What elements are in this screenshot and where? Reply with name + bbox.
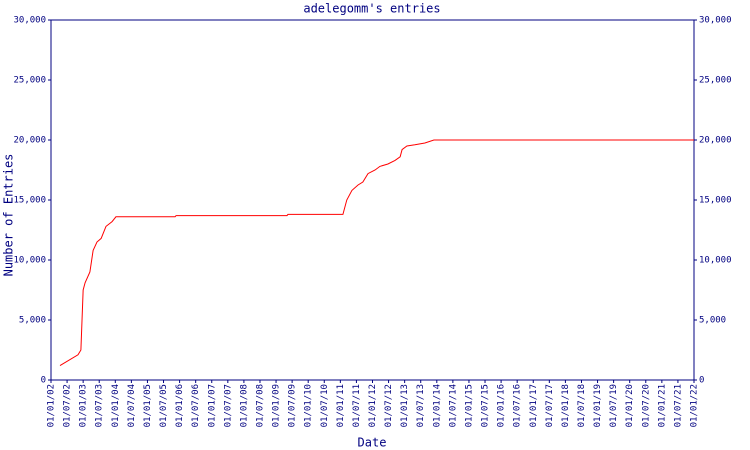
x-tick-label: 01/07/12 bbox=[384, 384, 394, 427]
x-tick-label: 01/01/14 bbox=[432, 384, 442, 427]
data-line bbox=[59, 139, 694, 367]
x-tick-label: 01/01/08 bbox=[239, 384, 249, 427]
y2-tick-label: 30,000 bbox=[699, 16, 732, 26]
x-tick-label: 01/07/17 bbox=[545, 384, 555, 427]
y-tick-label: 20,000 bbox=[13, 136, 46, 146]
y2-tick-label: 15,000 bbox=[699, 196, 732, 206]
x-tick-label: 01/07/03 bbox=[95, 384, 105, 427]
x-tick-label: 01/07/05 bbox=[159, 384, 169, 427]
y2-tick-label: 20,000 bbox=[699, 136, 732, 146]
x-tick-label: 01/01/04 bbox=[111, 384, 121, 427]
x-tick-label: 01/01/17 bbox=[529, 384, 539, 427]
y-tick-label: 15,000 bbox=[13, 196, 46, 206]
x-tick-label: 01/01/20 bbox=[625, 384, 635, 427]
x-tick-label: 01/07/09 bbox=[288, 384, 298, 427]
x-tick-label: 01/07/06 bbox=[191, 384, 201, 427]
x-tick-label: 01/01/22 bbox=[690, 384, 700, 427]
x-tick-label: 01/07/04 bbox=[127, 384, 137, 427]
x-tick-label: 01/01/19 bbox=[593, 384, 603, 427]
y2-tick-label: 5,000 bbox=[699, 316, 726, 326]
x-tick-label: 01/01/12 bbox=[368, 384, 378, 427]
x-tick-label: 01/01/15 bbox=[464, 384, 474, 427]
y2-tick-label: 25,000 bbox=[699, 76, 732, 86]
x-tick-label: 01/01/10 bbox=[304, 384, 314, 427]
plot-frame bbox=[50, 19, 695, 381]
x-tick-label: 01/07/21 bbox=[673, 384, 683, 427]
y-axis-label: Number of Entries bbox=[2, 154, 16, 277]
y-tick-label: 5,000 bbox=[19, 316, 46, 326]
x-tick-label: 01/07/15 bbox=[481, 384, 491, 427]
x-tick-label: 01/01/07 bbox=[207, 384, 217, 427]
y2-tick-label: 10,000 bbox=[699, 256, 732, 266]
x-tick-label: 01/07/10 bbox=[320, 384, 330, 427]
y-tick-label: 30,000 bbox=[13, 16, 46, 26]
x-tick-label: 01/07/02 bbox=[63, 384, 73, 427]
x-tick-label: 01/07/08 bbox=[255, 384, 265, 427]
x-tick-label: 01/07/14 bbox=[448, 384, 458, 427]
x-tick-label: 01/07/16 bbox=[513, 384, 523, 427]
chart-title: adelegomm's entries bbox=[303, 2, 440, 16]
y-tick-label: 0 bbox=[41, 376, 46, 386]
x-tick-label: 01/01/09 bbox=[272, 384, 282, 427]
y-tick-label: 25,000 bbox=[13, 76, 46, 86]
x-tick-label: 01/01/05 bbox=[143, 384, 153, 427]
x-tick-label: 01/01/21 bbox=[657, 384, 667, 427]
x-tick-label: 01/07/11 bbox=[352, 384, 362, 427]
x-tick-label: 01/01/11 bbox=[336, 384, 346, 427]
x-tick-label: 01/07/19 bbox=[609, 384, 619, 427]
x-tick-label: 01/07/07 bbox=[223, 384, 233, 427]
x-tick-label: 01/07/13 bbox=[416, 384, 426, 427]
x-axis-label: Date bbox=[358, 436, 387, 450]
x-tick-label: 01/01/18 bbox=[561, 384, 571, 427]
y-tick-label: 10,000 bbox=[13, 256, 46, 266]
y2-tick-label: 0 bbox=[699, 376, 704, 386]
x-tick-label: 01/01/16 bbox=[497, 384, 507, 427]
x-tick-label: 01/01/03 bbox=[79, 384, 89, 427]
x-tick-label: 01/07/18 bbox=[577, 384, 587, 427]
x-tick-label: 01/01/02 bbox=[47, 384, 57, 427]
x-tick-label: 01/07/20 bbox=[641, 384, 651, 427]
x-tick-label: 01/01/06 bbox=[175, 384, 185, 427]
x-tick-label: 01/01/13 bbox=[400, 384, 410, 427]
